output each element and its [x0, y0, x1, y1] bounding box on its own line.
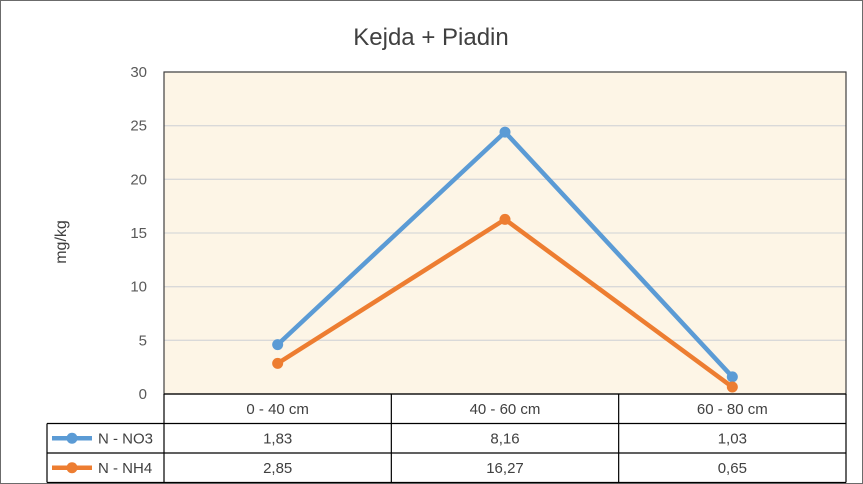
- data-point: [272, 357, 284, 369]
- y-axis-label: mg/kg: [53, 220, 70, 264]
- x-category-label: 60 - 80 cm: [697, 401, 768, 418]
- data-table-value: 1,03: [718, 430, 747, 447]
- data-point: [726, 371, 738, 383]
- data-table-value: 1,83: [263, 430, 292, 447]
- data-table-value: 2,85: [263, 460, 292, 477]
- data-point: [499, 213, 511, 225]
- y-tick-label: 10: [130, 279, 147, 296]
- data-point: [499, 126, 511, 138]
- x-category-label: 0 - 40 cm: [246, 401, 309, 418]
- series-lines: [272, 126, 738, 393]
- data-point: [272, 339, 284, 351]
- y-tick-label: 5: [139, 332, 147, 349]
- y-tick-label: 0: [139, 386, 147, 403]
- data-table: 0 - 40 cm 40 - 60 cm 60 - 80 cm N - NO3 1,83…: [46, 393, 847, 484]
- legend-series-name: N - NH4: [98, 460, 152, 477]
- data-table-value: 8,16: [490, 430, 519, 447]
- legend-series-name: N - NO3: [98, 430, 153, 447]
- y-tick-label: 20: [130, 171, 147, 188]
- y-axis-ticks: 0 5 10 15 20 25 30: [130, 64, 147, 403]
- gridlines: [163, 71, 847, 395]
- y-tick-label: 15: [130, 225, 147, 242]
- data-point: [726, 381, 738, 393]
- x-category-label: 40 - 60 cm: [470, 401, 541, 418]
- data-table-value: 0,65: [718, 460, 747, 477]
- chart-title: Kejda + Piadin: [353, 24, 508, 51]
- legend-key-marker: [66, 462, 78, 474]
- y-tick-label: 30: [130, 64, 147, 81]
- legend-key-marker: [66, 432, 78, 444]
- data-table-value: 16,27: [486, 460, 524, 477]
- y-tick-label: 25: [130, 118, 147, 135]
